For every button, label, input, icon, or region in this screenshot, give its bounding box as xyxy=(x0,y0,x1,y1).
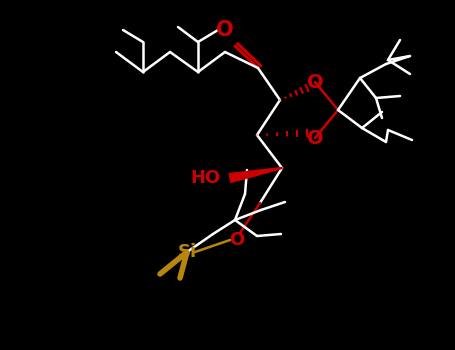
Text: O: O xyxy=(229,231,245,249)
Polygon shape xyxy=(229,168,282,182)
Text: HO: HO xyxy=(190,169,220,187)
Text: O: O xyxy=(307,72,324,91)
Text: O: O xyxy=(307,128,324,147)
Text: Si: Si xyxy=(177,243,197,261)
Text: O: O xyxy=(216,20,234,40)
